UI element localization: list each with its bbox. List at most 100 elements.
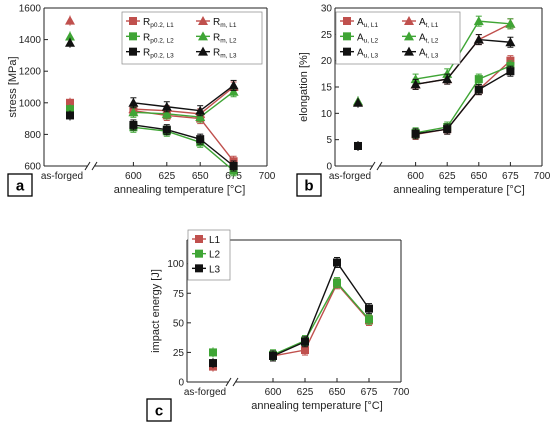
legend-label-subscript: u, L1: [364, 22, 379, 29]
series-line: [133, 84, 235, 112]
legend-marker: [195, 249, 203, 258]
panel-letter-box: [296, 173, 322, 197]
x-tick-label: 700: [534, 171, 550, 182]
legend-box: [335, 11, 461, 65]
data-point: [474, 85, 483, 94]
series-line: [272, 281, 370, 356]
legend-label-subscript: m, L3: [220, 53, 237, 60]
data-point-as-forged: [353, 97, 363, 107]
legend-label: L1: [209, 235, 221, 246]
legend-label-subscript: m, L1: [220, 22, 237, 29]
legend-label: L2: [209, 250, 221, 261]
panel-letter-box: [7, 173, 33, 197]
data-point: [229, 162, 238, 170]
data-point: [301, 337, 309, 346]
axis-break-mark: [232, 377, 239, 387]
legend-label-subscript: p0.2, L2: [150, 37, 174, 44]
series-l3: [209, 256, 373, 369]
data-point: [365, 304, 373, 313]
series-line: [415, 20, 511, 80]
series-au-l1: [354, 55, 515, 151]
series-line: [272, 282, 370, 357]
y-tick-label: 50: [173, 318, 185, 329]
data-point: [161, 108, 172, 118]
data-point: [505, 37, 516, 47]
x-tick-label: 675: [225, 171, 242, 182]
y-tick-label: 5: [326, 135, 332, 146]
x-tick-label: 600: [407, 171, 424, 182]
data-point-as-forged: [66, 98, 74, 107]
data-point: [196, 135, 205, 144]
data-point: [129, 120, 138, 129]
series-line: [415, 70, 511, 135]
legend-label-subscript: t, L2: [426, 37, 439, 44]
x-tick-label-as-forged: as-forged: [184, 387, 226, 398]
data-point: [506, 67, 515, 76]
x-tick-label: 600: [265, 387, 282, 398]
series-line: [133, 126, 235, 172]
data-point-as-forged: [65, 37, 75, 47]
legend-marker: [195, 235, 203, 243]
axis-break-mark: [225, 377, 232, 387]
data-point-as-forged: [209, 359, 217, 368]
data-point: [195, 105, 206, 115]
legend-marker: [404, 16, 414, 25]
data-point: [443, 125, 452, 134]
y-tick-label: 20: [321, 56, 333, 67]
x-tick-label: 700: [259, 171, 276, 182]
data-point: [410, 74, 421, 84]
panel-a: 600 800 1000 1200 1400 1600 600 625 650 675 700 as-…: [7, 4, 276, 197]
y-tick-label: 1200: [19, 67, 42, 78]
x-axis-label: annealing temperature [°C]: [114, 184, 246, 196]
axis-break-mark: [369, 161, 376, 171]
series-au-l3: [354, 65, 515, 151]
legend-marker: [404, 31, 414, 41]
series-line: [415, 65, 511, 134]
panel-letter-box: [146, 398, 172, 422]
x-tick-label: 675: [502, 171, 519, 182]
axis-break-mark: [376, 161, 383, 171]
panel-letter: a: [16, 178, 25, 195]
y-tick-label: 75: [173, 289, 185, 300]
data-point: [128, 97, 139, 107]
axis-break-mark: [91, 161, 98, 171]
y-tick-label: 25: [173, 348, 185, 359]
legend-box: [121, 11, 263, 65]
data-point: [228, 80, 239, 90]
panel-letter: b: [304, 178, 313, 195]
x-tick-label: 625: [158, 171, 175, 182]
series-au-l2: [354, 60, 515, 151]
x-axis-label: annealing temperature [°C]: [251, 400, 383, 412]
series-line: [133, 86, 235, 115]
legend-label-subscript: m, L2: [220, 37, 237, 44]
data-point: [505, 18, 516, 28]
legend-marker: [198, 46, 208, 56]
legend-label-subscript: p0.2, L1: [150, 22, 174, 29]
y-tick-label: 1600: [19, 4, 42, 15]
x-tick-label: 650: [470, 171, 487, 182]
data-point: [474, 75, 483, 84]
series-line: [133, 124, 235, 167]
y-tick-label: 1000: [19, 98, 42, 109]
y-tick-label: 0: [178, 378, 184, 389]
y-tick-label: 1400: [19, 35, 42, 46]
legend-marker: [404, 46, 414, 56]
y-tick-label: 0: [326, 162, 332, 173]
series-line: [272, 261, 370, 357]
y-tick-label: 800: [24, 130, 41, 141]
legend-marker: [198, 31, 208, 41]
x-tick-label: 675: [361, 387, 378, 398]
y-axis-label: impact energy [J]: [150, 269, 162, 353]
series-rp0-2-l2: [66, 104, 238, 177]
legend-label-subscript: u, L3: [364, 53, 379, 60]
x-tick-label: 650: [329, 387, 346, 398]
data-point: [442, 74, 453, 84]
data-point: [473, 16, 484, 26]
y-axis-label: elongation [%]: [298, 52, 310, 122]
data-point: [195, 112, 206, 122]
legend-marker: [129, 32, 137, 41]
x-tick-label-as-forged: as-forged: [329, 171, 371, 182]
